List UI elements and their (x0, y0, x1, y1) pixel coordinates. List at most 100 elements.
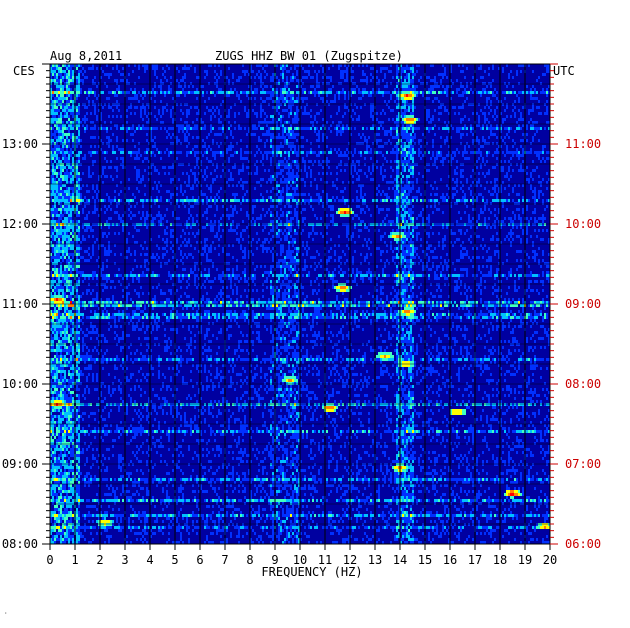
heatmap-cell (88, 172, 90, 175)
heatmap-cell (256, 91, 258, 94)
heatmap-cell (282, 223, 284, 226)
heatmap-cell (398, 229, 400, 232)
heatmap-cell (410, 199, 412, 202)
heatmap-cell (190, 199, 192, 202)
heatmap-cell (288, 88, 290, 91)
heatmap-cell (434, 109, 436, 112)
heatmap-cell (66, 223, 68, 226)
heatmap-cell (268, 121, 270, 124)
heatmap-cell (408, 232, 410, 235)
heatmap-cell (230, 148, 232, 151)
heatmap-cell (116, 103, 118, 106)
heatmap-cell (244, 199, 246, 202)
heatmap-cell (346, 73, 348, 76)
heatmap-cell (350, 115, 352, 118)
heatmap-cell (178, 205, 180, 208)
heatmap-cell (506, 106, 508, 109)
heatmap-cell (246, 211, 248, 214)
heatmap-cell (68, 127, 70, 130)
heatmap-cell (262, 88, 264, 91)
heatmap-cell (548, 121, 550, 124)
heatmap-cell (282, 160, 284, 163)
heatmap-cell (398, 118, 400, 121)
heatmap-cell (510, 232, 512, 235)
heatmap-cell (368, 94, 370, 97)
heatmap-cell (296, 139, 298, 142)
heatmap-cell (68, 163, 70, 166)
heatmap-cell (60, 127, 62, 130)
heatmap-cell (412, 145, 414, 148)
heatmap-cell (238, 199, 240, 202)
heatmap-cell (50, 220, 52, 223)
heatmap-cell (332, 223, 334, 226)
heatmap-cell (376, 160, 378, 163)
heatmap-cell (66, 229, 68, 232)
heatmap-cell (258, 136, 260, 139)
heatmap-cell (402, 232, 404, 235)
heatmap-cell (342, 190, 344, 193)
heatmap-cell (310, 91, 312, 94)
heatmap-cell (398, 223, 400, 226)
heatmap-cell (418, 187, 420, 190)
heatmap-cell (406, 67, 408, 70)
heatmap-cell (144, 112, 146, 115)
heatmap-cell (66, 169, 68, 172)
heatmap-cell (412, 79, 414, 82)
heatmap-cell (504, 154, 506, 157)
heatmap-cell (402, 94, 404, 97)
heatmap-cell (168, 154, 170, 157)
heatmap-cell (160, 100, 162, 103)
heatmap-cell (386, 151, 388, 154)
heatmap-cell (166, 109, 168, 112)
heatmap-cell (348, 94, 350, 97)
heatmap-cell (298, 79, 300, 82)
heatmap-cell (490, 181, 492, 184)
heatmap-cell (336, 178, 338, 181)
heatmap-cell (402, 175, 404, 178)
heatmap-cell (344, 163, 346, 166)
heatmap-cell (84, 202, 86, 205)
heatmap-cell (428, 127, 430, 130)
heatmap-cell (400, 151, 402, 154)
heatmap-cell (130, 106, 132, 109)
heatmap-cell (396, 91, 398, 94)
heatmap-cell (412, 169, 414, 172)
heatmap-cell (346, 208, 348, 211)
heatmap-cell (410, 187, 412, 190)
heatmap-cell (184, 133, 186, 136)
heatmap-cell (210, 184, 212, 187)
heatmap-cell (518, 184, 520, 187)
heatmap-cell (288, 166, 290, 169)
heatmap-cell (232, 199, 234, 202)
heatmap-cell (162, 166, 164, 169)
heatmap-cell (384, 67, 386, 70)
heatmap-cell (114, 124, 116, 127)
heatmap-cell (50, 223, 52, 226)
heatmap-cell (56, 97, 58, 100)
heatmap-cell (234, 229, 236, 232)
heatmap-cell (400, 82, 402, 85)
heatmap-cell (256, 232, 258, 235)
heatmap-cell (110, 127, 112, 130)
heatmap-cell (462, 163, 464, 166)
heatmap-cell (340, 82, 342, 85)
heatmap-cell (154, 154, 156, 157)
heatmap-cell (270, 160, 272, 163)
heatmap-cell (322, 76, 324, 79)
heatmap-cell (340, 73, 342, 76)
heatmap-cell (318, 130, 320, 133)
heatmap-cell (294, 100, 296, 103)
heatmap-cell (400, 85, 402, 88)
heatmap-cell (296, 223, 298, 226)
heatmap-cell (462, 223, 464, 226)
heatmap-cell (70, 193, 72, 196)
heatmap-cell (106, 97, 108, 100)
heatmap-cell (512, 76, 514, 79)
heatmap-cell (346, 127, 348, 130)
heatmap-cell (88, 151, 90, 154)
heatmap-cell (446, 85, 448, 88)
heatmap-cell (52, 163, 54, 166)
heatmap-cell (60, 190, 62, 193)
heatmap-cell (434, 76, 436, 79)
heatmap-cell (516, 223, 518, 226)
